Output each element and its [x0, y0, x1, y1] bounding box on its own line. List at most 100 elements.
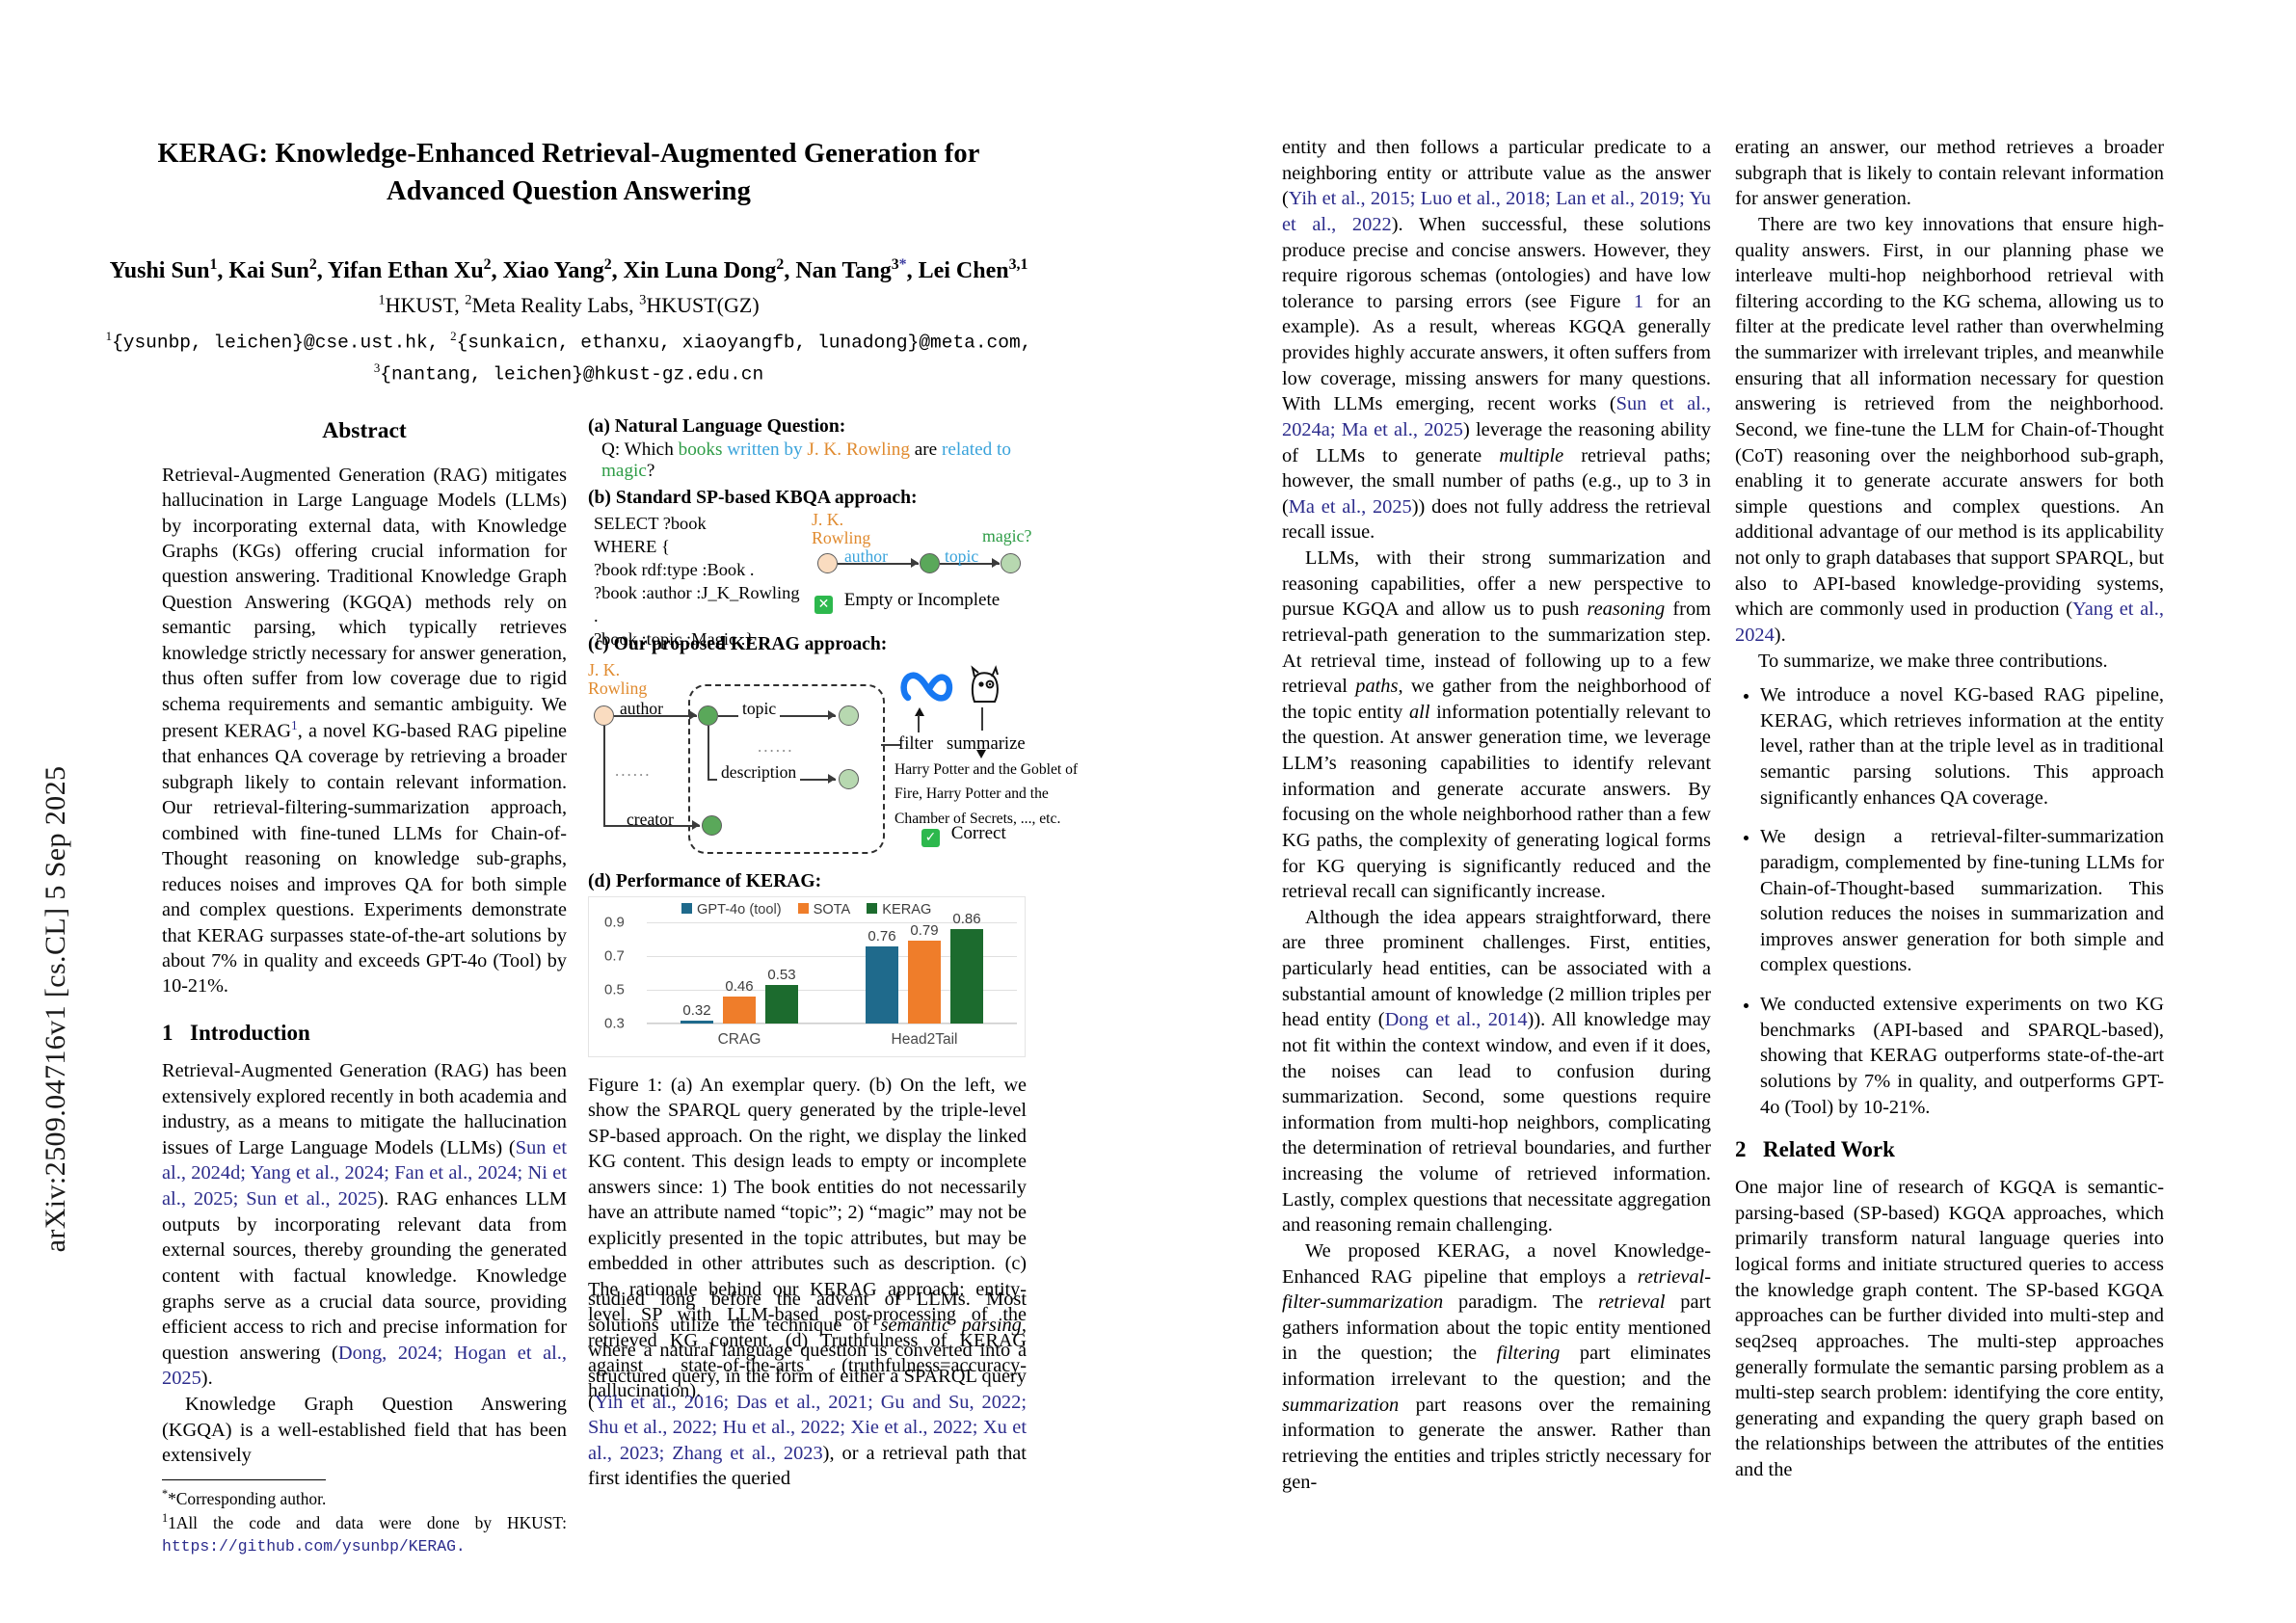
figure-1: (a) Natural Language Question: Q: Which … [588, 416, 1078, 1404]
citation-group[interactable]: Yih et al., 2015; Luo et al., 2018; Lan … [1282, 188, 1711, 235]
kg-edge-label-author: author [844, 546, 888, 566]
meta-infinity-logo [900, 672, 953, 702]
figure-panel-c-heading: (c) Our proposed KERAG approach: [588, 634, 888, 654]
legend-item: KERAG [867, 902, 931, 918]
summarized-answer: Harry Potter and the Goblet of Fire, Har… [894, 761, 1079, 827]
kg-node-topic [1001, 553, 1021, 573]
check-mark-icon: ✓ [921, 829, 940, 847]
chart-bar [681, 1020, 713, 1024]
legend-swatch [681, 903, 692, 914]
kg-edge [940, 563, 1000, 565]
citation-group[interactable]: Sun et al., 2024d; Yang et al., 2024; Fa… [162, 1136, 568, 1211]
citation-group[interactable]: Yang et al., 2024 [1735, 599, 2164, 646]
figure-panel-a-question: Q: Which books written by J. K. Rowling … [601, 439, 1011, 481]
body-paragraph: We proposed KERAG, a novel Knowledge-Enh… [1282, 1239, 1711, 1493]
title-line-1: KERAG: Knowledge-Enhanced Retrieval-Augm… [157, 139, 980, 169]
kg-edge [918, 715, 920, 732]
arrow-icon [992, 558, 1000, 568]
kg-edge [707, 726, 709, 780]
chart-legend: GPT-4o (tool) SOTA KERAG [681, 902, 931, 918]
github-link[interactable]: https://github.com/ysunbp/KERAG. [162, 1536, 466, 1556]
abstract-text-part-2: , a novel KG-based RAG pipeline that enh… [162, 720, 568, 998]
arrow-icon [828, 774, 836, 784]
kg-edge [981, 707, 983, 731]
citation-group[interactable]: Sun et al., 2024a; Ma et al., 2025 [1282, 393, 1711, 440]
figure-panel-b-heading: (b) Standard SP-based KBQA approach: [588, 488, 918, 508]
figure-panel-b: SELECT ?book WHERE { ?book rdf:type :Boo… [588, 510, 1031, 649]
kg-edge-label-creator: creator [627, 810, 674, 829]
bar-value-label: 0.53 [767, 966, 796, 983]
kg-node-book [920, 553, 940, 573]
citation-group[interactable]: Dong et al., 2014 [1384, 1009, 1528, 1031]
list-item: We introduce a novel KG-based RAG pipeli… [1760, 682, 2164, 811]
footnote-divider [162, 1478, 326, 1480]
arrow-icon [911, 558, 919, 568]
section-heading-related-work: 2 Related Work [1735, 1135, 2164, 1164]
gridline [647, 956, 1017, 957]
abstract-body: Retrieval-Augmented Generation (RAG) mit… [162, 464, 568, 998]
bar-value-label: 0.32 [682, 1001, 711, 1019]
body-paragraph: studied long before the advent of LLMs. … [588, 1289, 1027, 1490]
citation-group[interactable]: Yih et al., 2016; Das et al., 2021; Gu a… [588, 1391, 1027, 1464]
bar-value-label: 0.86 [952, 911, 981, 927]
kg-edge-label-topic: topic [738, 699, 781, 719]
subgraph-boundary [688, 684, 885, 854]
arrow-icon [689, 710, 697, 720]
email-block: 1{ysunbp, leichen}@cse.ust.hk, 2{sunkaic… [105, 329, 1032, 386]
ellipsis-dots: ...... [615, 761, 652, 780]
kg-node-description-value [839, 769, 859, 789]
kg-node-entity [817, 553, 838, 573]
figure-panel-c: J. K. Rowling author ...... creator topi… [588, 657, 1078, 869]
kg-node-topic-value [839, 705, 859, 726]
bar-value-label: 0.76 [868, 927, 896, 945]
citation-group[interactable]: Dong, 2024; Hogan et al., 2025 [162, 1342, 567, 1390]
title-block: KERAG: Knowledge-Enhanced Retrieval-Augm… [87, 135, 1051, 390]
x-axis-category-label: Head2Tail [891, 1031, 958, 1048]
chart-plot-area: 0.32 0.46 0.53 0.76 0.79 0.86 [647, 911, 1017, 1024]
section-number: 2 [1735, 1137, 1747, 1162]
y-axis-tick-label: 0.9 [604, 914, 625, 931]
figure-panel-d-heading: (d) Performance of KERAG: [588, 871, 822, 891]
column-two-text: studied long before the advent of LLMs. … [588, 1287, 1027, 1492]
legend-swatch [797, 903, 809, 914]
kg-edge [614, 715, 697, 717]
body-paragraph: To summarize, we make three contribution… [1758, 650, 2108, 672]
chart-bar [765, 984, 798, 1024]
list-item: We design a retrieval-filter-summarizati… [1760, 824, 2164, 978]
entity-label-jk-rowling: J. K. Rowling [588, 660, 648, 698]
citation-group[interactable]: Ma et al., 2025 [1288, 495, 1412, 518]
figure-reference[interactable]: 1 [1633, 290, 1644, 312]
summarize-label: summarize [947, 733, 1026, 754]
section-title: Related Work [1763, 1137, 1895, 1162]
column-one: Abstract Retrieval-Augmented Generation … [162, 416, 567, 1557]
kg-edge [603, 825, 700, 827]
body-paragraph: There are two key innovations that ensur… [1735, 213, 2164, 646]
legend-item: GPT-4o (tool) [681, 902, 782, 918]
footnote-corresponding: **Corresponding author. [162, 1486, 327, 1508]
intro-paragraph-1: Retrieval-Augmented Generation (RAG) has… [162, 1059, 568, 1390]
entity-label-jk-rowling: J. K. Rowling [812, 510, 871, 547]
arrow-icon [828, 710, 836, 720]
abstract-heading: Abstract [322, 418, 407, 443]
body-paragraph: Although the idea appears straightforwar… [1282, 906, 1711, 1237]
arrow-icon [976, 750, 986, 758]
filter-label: filter [898, 733, 934, 754]
page-title: KERAG: Knowledge-Enhanced Retrieval-Augm… [87, 135, 1051, 211]
kg-diagram-b: J. K. Rowling author topic magic? ✕ Empt… [812, 510, 1031, 632]
author-list: Yushi Sun1, Kai Sun2, Yifan Ethan Xu2, X… [109, 255, 1028, 283]
kg-edge-label-topic: topic [945, 546, 979, 566]
body-paragraph: LLMs, with their strong summarization an… [1282, 547, 1711, 903]
section-heading-introduction: 1 Introduction [162, 1019, 567, 1048]
kg-edge-label-author: author [620, 699, 663, 718]
section-title: Introduction [190, 1020, 310, 1045]
y-axis-tick-label: 0.3 [604, 1015, 625, 1032]
bar-value-label: 0.46 [725, 978, 754, 995]
affiliation-line: 1HKUST, 2Meta Reality Labs, 3HKUST(GZ) [378, 292, 760, 317]
body-paragraph: erating an answer, our method retrieves … [1735, 137, 2164, 210]
gridline [647, 922, 1017, 923]
figure-panel-a-heading: (a) Natural Language Question: [588, 416, 846, 437]
body-paragraph: entity and then follows a particular pre… [1282, 137, 1712, 544]
sparql-query: SELECT ?book WHERE { ?book rdf:type :Boo… [594, 514, 800, 649]
chart-axis [647, 1023, 1017, 1024]
